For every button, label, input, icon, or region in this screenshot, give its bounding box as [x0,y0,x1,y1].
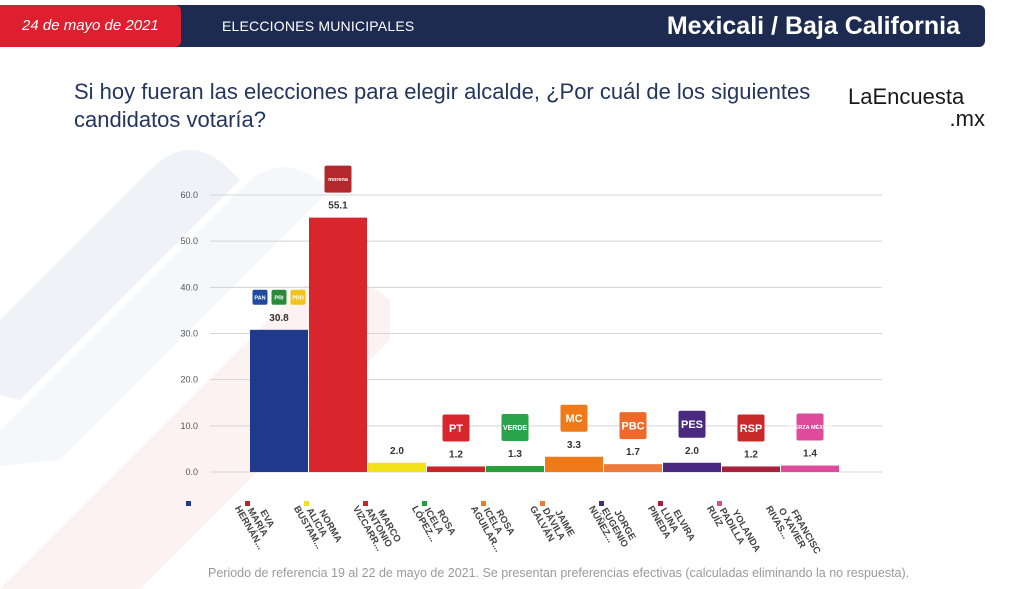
bar [604,464,662,472]
bar [781,465,839,472]
category-label: JAIMEDÁVILAGALVÁN [527,494,576,549]
prd-logo [290,289,306,305]
pri-logo-text: PRI [274,295,284,301]
brand-logo: LaEncuesta .mx [848,86,988,130]
verde-logo [501,413,529,441]
pt-logo-text: PT [449,423,463,435]
verde-logo-text: VERDE [503,425,527,432]
prd-logo-text: PRD [292,295,304,301]
bar [427,466,485,472]
legend-swatch [363,501,368,506]
pri-logo [271,289,287,305]
location-title: Mexicali / Baja California [666,12,960,40]
category-label: ROSAICELALÓPEZ... [409,494,458,547]
category-label: YOLANDAPADILLARUÍZ [704,494,762,564]
category-label: ELVIRALUNAPINEDA [645,494,697,553]
pes-logo [678,410,706,438]
legend-swatch [304,501,309,506]
legend-swatch [186,501,191,506]
y-tick-label: 0.0 [185,467,198,477]
category-label: ROSAICELAAGUILAR... [468,494,520,554]
value-label: 30.8 [269,313,289,324]
mc-logo-text: MC [565,413,582,425]
question-part-1: Si hoy fueran las elecciones para elegir… [74,79,540,104]
question-part-2: ¿Por cuál de los siguientes candidatos v… [74,79,811,132]
mc-logo [560,404,588,432]
legend-swatch [245,501,250,506]
bar [663,462,721,472]
category-label: EVAMARÍAHERNÁN... [232,494,283,552]
value-label: 1.2 [744,449,758,460]
rsp-logo-text: RSP [740,423,763,435]
y-tick-label: 60.0 [180,190,198,200]
survey-question: Si hoy fueran las elecciones para elegir… [74,78,854,134]
bar [309,217,367,472]
pbc-logo-text: PBC [621,421,644,433]
bar [368,462,426,472]
pbc-logo [619,412,647,440]
y-tick-label: 20.0 [180,375,198,385]
date-badge: 24 de mayo de 2021 [0,5,181,47]
bar [545,456,603,472]
bar [722,466,780,472]
value-label: 1.3 [508,449,522,460]
pes-logo-text: PES [681,419,703,431]
y-tick-label: 10.0 [180,421,198,431]
value-label: 2.0 [685,446,699,457]
y-tick-label: 30.0 [180,329,198,339]
bar [486,465,544,472]
value-label: 55.1 [328,201,348,212]
section-title: ELECCIONES MUNICIPALES [222,18,415,34]
fuerza-mexico-logo [796,413,824,441]
category-label: MARCOANTONIOVIZCARR... [350,494,403,554]
category-label: NORMAALICIABUSTAM... [291,494,344,555]
category-label: FRANCISCO XAVIERRIVAS... [763,494,822,566]
category-label: JORGEEUGENIONÚÑEZ... [586,494,639,554]
legend-swatch [540,501,545,506]
pan-logo-text: PAN [254,295,265,301]
footnote: Periodo de referencia 19 al 22 de mayo d… [208,566,910,580]
legend-swatch [599,501,604,506]
legend-swatch [717,501,722,506]
y-tick-label: 40.0 [180,282,198,292]
value-label: 3.3 [567,440,581,451]
value-label: 1.2 [449,449,463,460]
morena-logo [324,165,352,193]
value-label: 2.0 [390,446,404,457]
brand-name: LaEncuesta [848,84,965,109]
value-label: 1.4 [803,449,817,460]
brand-domain: .mx [949,106,985,131]
legend-swatch [658,501,663,506]
morena-logo-text: morena [328,177,349,183]
y-tick-label: 50.0 [180,236,198,246]
rsp-logo [737,414,765,442]
bar [250,329,308,472]
pt-logo [442,414,470,442]
pan-logo [252,289,268,305]
value-label: 1.7 [626,447,640,458]
fuerza-mexico-logo-text: FUERZA MÉXICO [787,423,833,431]
legend-swatch [422,501,427,506]
legend-swatch [481,501,486,506]
